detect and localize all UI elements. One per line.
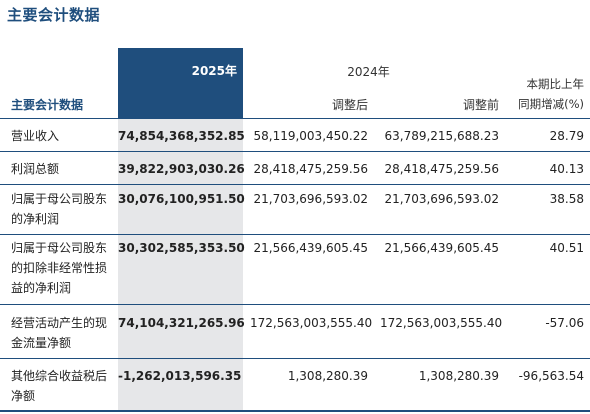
row-label: 利润总额 [11, 162, 60, 176]
row-value-2025: 74,104,321,265.96 [118, 316, 245, 330]
accounting-data-table: 2025年 2024年 调整后 调整前 本期比上年 同期增减(%) 主要会计数据… [0, 48, 590, 414]
row-label: 营业收入 [11, 129, 60, 143]
row-label: 归属于母公司股东的扣除非经常性损益的净利润 [11, 241, 108, 295]
header-label: 主要会计数据 [11, 98, 84, 112]
row-value-before: 1,308,280.39 [418, 369, 499, 383]
row-value-adjusted: 28,418,475,259.56 [253, 162, 368, 176]
row-value-change: -57.06 [545, 316, 584, 330]
header-yoy-change-line2: 同期增减(%) [518, 97, 584, 111]
row-value-adjusted: 21,703,696,593.02 [253, 192, 368, 206]
row-value-change: -96,563.54 [518, 369, 584, 383]
row-value-2025: 39,822,903,030.26 [118, 162, 245, 176]
row-value-before: 63,789,215,688.23 [384, 129, 499, 143]
row-value-adjusted: 58,119,003,450.22 [253, 129, 368, 143]
row-divider [0, 234, 590, 235]
row-value-before: 28,418,475,259.56 [384, 162, 499, 176]
row-divider [0, 184, 590, 185]
header-year-2025: 2025年 [191, 64, 237, 78]
header-yoy-change: 本期比上年 同期增减(%) [500, 74, 584, 114]
row-value-change: 40.51 [549, 241, 584, 255]
row-value-before: 21,703,696,593.02 [384, 192, 499, 206]
row-label: 其他综合收益税后净额 [11, 369, 108, 403]
row-label: 归属于母公司股东的净利润 [11, 192, 108, 226]
row-value-2025: 74,854,368,352.85 [118, 129, 245, 143]
row-value-2025: -1,262,013,596.35 [118, 369, 242, 383]
row-value-adjusted: 1,308,280.39 [287, 369, 368, 383]
row-value-change: 28.79 [549, 129, 584, 143]
row-value-2025: 30,076,100,951.50 [118, 192, 245, 206]
header-yoy-change-line1: 本期比上年 [526, 77, 585, 91]
current-year-header-cell [118, 48, 243, 118]
row-value-before: 21,566,439,605.45 [384, 241, 499, 255]
page-title: 主要会计数据 [7, 6, 101, 24]
row-value-2025: 30,302,585,353.50 [118, 241, 245, 255]
row-label: 经营活动产生的现金流量净额 [11, 316, 108, 350]
row-divider [0, 358, 590, 359]
row-value-adjusted: 172,563,003,555.40 [250, 316, 373, 330]
row-divider [0, 304, 590, 305]
row-divider [0, 151, 590, 152]
row-value-adjusted: 21,566,439,605.45 [253, 241, 368, 255]
header-before-adjustment: 调整前 [462, 98, 499, 112]
table-bottom-border [0, 410, 590, 412]
row-value-before: 172,563,003,555.40 [380, 316, 503, 330]
row-value-change: 38.58 [549, 192, 584, 206]
header-adjusted: 调整后 [331, 98, 368, 112]
row-value-change: 40.13 [549, 162, 584, 176]
header-divider [0, 118, 590, 119]
header-year-2024: 2024年 [347, 65, 390, 79]
